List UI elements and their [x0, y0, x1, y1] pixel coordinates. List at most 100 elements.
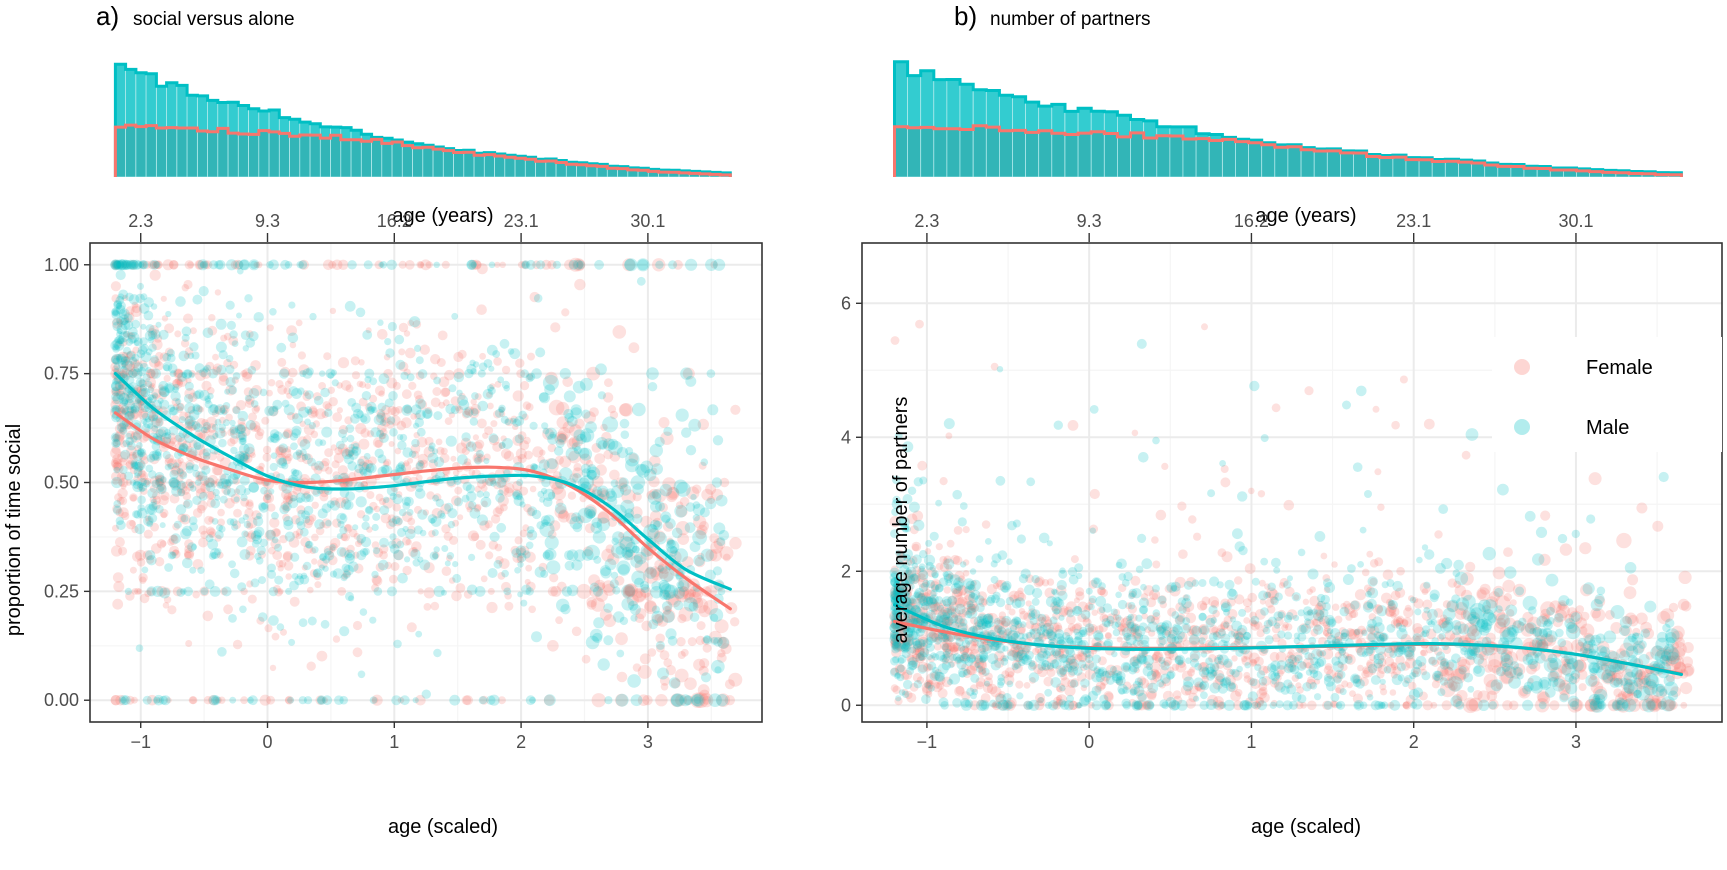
panel-a-point-male — [117, 337, 124, 345]
panel-a-point-male — [531, 509, 542, 520]
panel-a-point-male — [411, 438, 420, 448]
panel-a-point-male — [581, 409, 591, 419]
panel-a-point-female — [132, 551, 143, 562]
panel-b-histogram — [893, 60, 1683, 178]
panel-a-point-female — [113, 581, 125, 592]
panel-b-point-female — [1377, 503, 1385, 511]
panel-a-point-male — [208, 368, 218, 379]
panel-a-point-female — [453, 368, 465, 379]
panel-a-point-male — [302, 368, 313, 379]
panel-a-point-female — [154, 260, 163, 270]
panel-a-point-female — [373, 505, 381, 513]
panel-a-point-male — [189, 566, 197, 574]
panel-a-point-female — [665, 592, 679, 606]
panel-a-point-male — [170, 391, 181, 402]
panel-a-point-female — [113, 461, 123, 471]
panel-a-point-male — [631, 545, 640, 554]
panel-a-point-female — [254, 431, 264, 441]
panel-a-point-female — [497, 572, 506, 580]
panel-a-point-female — [522, 524, 530, 532]
panel-a-point-female — [416, 436, 428, 448]
panel-a-point-female — [198, 525, 208, 535]
panel-a-point-female — [660, 431, 674, 445]
panel-a-point-female — [645, 566, 654, 575]
panel-a-point-female — [633, 554, 643, 563]
panel-a-point-male — [395, 359, 406, 370]
panel-a-point-male — [650, 585, 663, 599]
panel-a-point-female — [524, 551, 536, 563]
panel-a-point-female — [167, 458, 178, 470]
panel-a-point-male — [630, 694, 643, 707]
panel-a-point-female — [261, 416, 270, 425]
panel-a-point-female — [253, 261, 260, 268]
panel-a-point-male — [611, 542, 627, 559]
panel-a-point-male — [198, 491, 208, 501]
panel-a-point-female — [118, 402, 129, 413]
panel-a-histogram-bar-male — [217, 102, 229, 178]
panel-a-point-female — [238, 450, 249, 462]
panel-b-point-male — [1146, 615, 1155, 624]
panel-a-point-female — [120, 370, 128, 379]
panel-a-point-female — [624, 549, 636, 561]
panel-a-point-male — [630, 614, 638, 622]
panel-a-point-male — [603, 603, 613, 613]
panel-a-point-male — [322, 695, 333, 706]
panel-a-point-female — [597, 510, 611, 524]
panel-a-point-male — [466, 584, 478, 596]
panel-a-point-female — [490, 478, 497, 485]
panel-a-point-female — [114, 382, 124, 391]
panel-a-point-male — [605, 488, 616, 499]
panel-a-point-male — [239, 437, 247, 445]
panel-a-point-female — [333, 452, 345, 464]
panel-a-point-female — [561, 308, 570, 317]
panel-a-point-male — [389, 428, 398, 437]
panel-a-point-male — [326, 500, 335, 509]
panel-a-point-female — [519, 529, 528, 538]
panel-a-point-female — [658, 502, 668, 513]
panel-a-point-male — [402, 502, 411, 510]
panel-a-point-female — [223, 604, 234, 615]
panel-a-point-male — [191, 464, 199, 472]
panel-a-point-male — [663, 592, 671, 601]
panel-a-point-male — [115, 302, 123, 310]
panel-a-point-male — [412, 697, 419, 704]
panel-a-point-female — [603, 583, 616, 596]
panel-a-point-male — [700, 672, 712, 683]
panel-a-point-male — [244, 294, 253, 303]
panel-a-point-female — [137, 469, 146, 478]
panel-a-point-female — [457, 514, 464, 521]
panel-a-point-female — [423, 446, 435, 458]
panel-a-point-female — [205, 491, 215, 500]
panel-a-point-male — [226, 320, 236, 330]
panel-a-point-male — [578, 477, 590, 489]
panel-a-point-male — [595, 363, 607, 376]
panel-a-point-male — [690, 493, 697, 501]
panel-a-point-female — [156, 483, 167, 494]
panel-a-point-female — [126, 390, 134, 398]
panel-b-point-female — [962, 570, 970, 577]
panel-a-point-male — [594, 259, 604, 270]
panel-a-point-female — [112, 365, 119, 373]
panel-a-point-female — [192, 559, 204, 570]
panel-a-point-female — [520, 260, 530, 270]
panel-a-point-female — [204, 515, 214, 525]
panel-a-point-female — [705, 549, 718, 562]
panel-a-point-female — [129, 466, 138, 475]
panel-a-point-male — [199, 368, 209, 378]
panel-a-point-female — [245, 501, 254, 510]
panel-a-point-female — [644, 600, 657, 612]
panel-a-point-female — [136, 483, 144, 491]
panel-a-point-female — [114, 430, 126, 441]
panel-a-point-female — [192, 590, 200, 599]
panel-a-point-male — [225, 300, 235, 310]
panel-a-point-male — [352, 442, 359, 450]
panel-a-point-male — [376, 411, 386, 420]
panel-a-point-female — [352, 620, 363, 631]
panel-a-point-female — [415, 371, 425, 380]
panel-a-point-female — [412, 320, 422, 329]
panel-b-histogram-bar-male — [1340, 150, 1354, 178]
panel-b-point-female — [1089, 488, 1100, 500]
panel-a-point-male — [295, 517, 305, 526]
panel-a-point-female — [114, 493, 123, 502]
panel-a-point-male — [238, 517, 246, 524]
